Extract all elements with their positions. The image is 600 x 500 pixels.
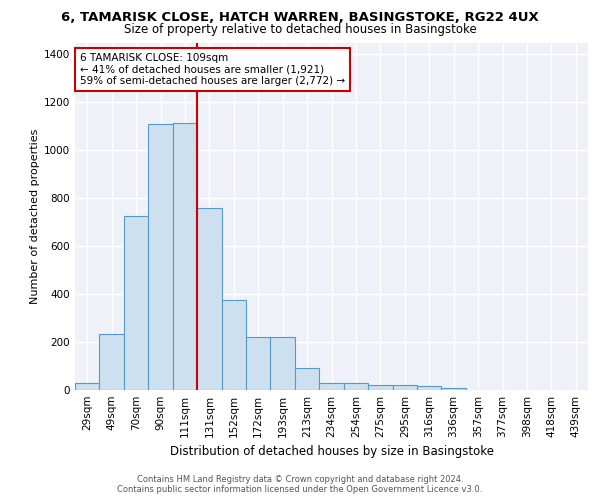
Bar: [221, 300, 246, 390]
Bar: [392, 385, 417, 390]
Bar: [295, 368, 319, 390]
Bar: [148, 124, 173, 390]
Bar: [417, 386, 442, 390]
Bar: [319, 383, 344, 390]
Bar: [197, 208, 221, 390]
Text: Size of property relative to detached houses in Basingstoke: Size of property relative to detached ho…: [124, 22, 476, 36]
Bar: [75, 383, 100, 390]
Y-axis label: Number of detached properties: Number of detached properties: [30, 128, 40, 304]
Bar: [124, 216, 148, 390]
Bar: [442, 388, 466, 390]
Bar: [344, 383, 368, 390]
Text: 6 TAMARISK CLOSE: 109sqm
← 41% of detached houses are smaller (1,921)
59% of sem: 6 TAMARISK CLOSE: 109sqm ← 41% of detach…: [80, 53, 345, 86]
Text: 6, TAMARISK CLOSE, HATCH WARREN, BASINGSTOKE, RG22 4UX: 6, TAMARISK CLOSE, HATCH WARREN, BASINGS…: [61, 11, 539, 24]
Bar: [368, 385, 392, 390]
Bar: [173, 123, 197, 390]
Bar: [100, 334, 124, 390]
Bar: [246, 338, 271, 390]
Bar: [271, 338, 295, 390]
Text: Contains HM Land Registry data © Crown copyright and database right 2024.
Contai: Contains HM Land Registry data © Crown c…: [118, 474, 482, 494]
X-axis label: Distribution of detached houses by size in Basingstoke: Distribution of detached houses by size …: [170, 446, 493, 458]
